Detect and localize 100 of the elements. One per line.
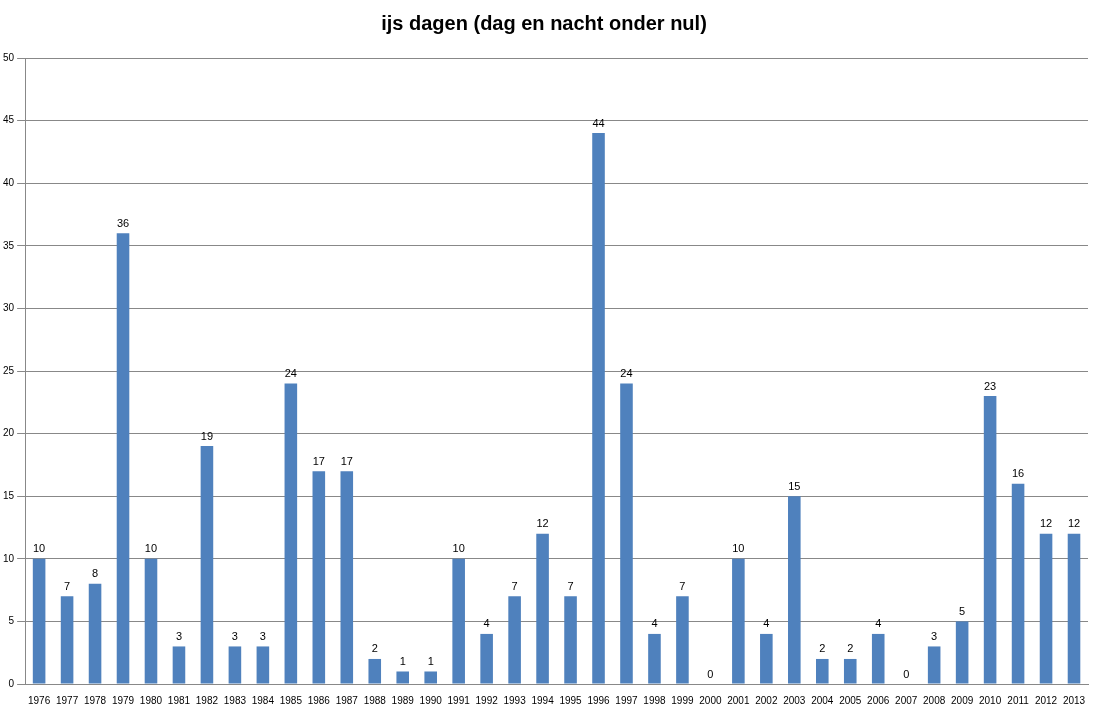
- chart-title: ijs dagen (dag en nacht onder nul): [381, 11, 707, 34]
- x-tick-label: 1991: [447, 694, 471, 706]
- bar: [760, 633, 773, 684]
- bar: [648, 633, 661, 684]
- x-tick-label: 1987: [335, 694, 359, 706]
- data-label: 5: [959, 604, 966, 617]
- x-tick-label: 1984: [251, 694, 275, 706]
- x-tick-label: 1997: [615, 694, 639, 706]
- bar: [228, 646, 242, 684]
- bar: [1011, 483, 1025, 684]
- bar: [480, 633, 493, 684]
- bar: [676, 596, 689, 684]
- data-label: 17: [312, 454, 325, 467]
- x-tick-label: 1993: [503, 694, 527, 706]
- bar: [144, 558, 158, 684]
- x-tick-label: 1980: [139, 694, 163, 706]
- data-label: 19: [200, 429, 214, 442]
- data-label: 24: [620, 367, 633, 380]
- data-label: 1: [427, 655, 434, 668]
- x-tick-label: 1992: [475, 694, 499, 706]
- data-label: 0: [707, 667, 714, 680]
- bar: [564, 596, 577, 684]
- data-label: 4: [763, 617, 770, 630]
- bar: [452, 558, 465, 684]
- data-label: 4: [875, 617, 882, 630]
- data-label: 7: [567, 579, 574, 592]
- x-tick-label: 2003: [783, 694, 806, 706]
- data-label: 7: [679, 579, 686, 592]
- data-label: 4: [483, 617, 490, 630]
- data-label: 17: [340, 454, 353, 467]
- x-tick-label: 2009: [951, 694, 974, 706]
- bar: [200, 446, 214, 684]
- data-label: 2: [819, 642, 826, 655]
- data-label: 2: [371, 642, 378, 655]
- data-label: 23: [983, 379, 997, 392]
- bar: [172, 646, 186, 684]
- x-tick-label: 1982: [195, 694, 219, 706]
- y-tick-label: 15: [3, 489, 15, 501]
- bar: [815, 658, 829, 684]
- x-tick-label: 1989: [391, 694, 415, 706]
- data-label: 3: [231, 629, 238, 642]
- x-tick-label: 2000: [699, 694, 722, 706]
- x-tick-label: 2010: [978, 694, 1002, 706]
- x-tick-label: 2006: [867, 694, 890, 706]
- x-tick-label: 1978: [83, 694, 107, 706]
- y-tick-label: 20: [3, 427, 15, 439]
- data-label: 3: [175, 629, 183, 642]
- bar: [312, 471, 326, 684]
- y-tick-label: 50: [3, 51, 15, 63]
- bar: [508, 596, 521, 684]
- data-label: 24: [284, 367, 297, 380]
- x-tick-label: 1988: [363, 694, 387, 706]
- bar: [32, 558, 46, 684]
- bar: [1067, 533, 1081, 684]
- bar: [620, 383, 633, 684]
- data-label: 12: [1067, 517, 1081, 530]
- bar: [116, 233, 130, 684]
- data-label: 3: [259, 629, 266, 642]
- bar: [88, 583, 102, 684]
- x-tick-label: 1998: [643, 694, 667, 706]
- x-tick-label: 2001: [727, 694, 750, 706]
- bar: [256, 646, 270, 684]
- data-label: 16: [1011, 467, 1025, 480]
- data-label: 12: [536, 517, 549, 530]
- data-label: 2: [847, 642, 854, 655]
- x-tick-label: 1990: [419, 694, 443, 706]
- data-label: 12: [1039, 517, 1053, 530]
- data-label: 8: [91, 567, 99, 580]
- x-tick-label: 1995: [559, 694, 583, 706]
- y-tick-label: 45: [3, 114, 15, 126]
- bar: [60, 596, 74, 684]
- x-tick-label: 2002: [755, 694, 778, 706]
- x-tick-label: 1994: [531, 694, 555, 706]
- data-label: 10: [144, 542, 158, 555]
- x-tick-label: 2011: [1007, 694, 1030, 706]
- data-label: 7: [64, 579, 71, 592]
- x-tick-label: 1996: [587, 694, 611, 706]
- bar: [592, 133, 605, 684]
- x-tick-label: 2013: [1062, 694, 1086, 706]
- data-label: 36: [116, 216, 130, 229]
- bar: [1039, 533, 1053, 684]
- x-tick-label: 1985: [279, 694, 303, 706]
- y-tick-label: 5: [8, 615, 15, 627]
- x-tick-label: 2008: [923, 694, 946, 706]
- bar: [927, 646, 941, 684]
- bar: [732, 558, 745, 684]
- data-label: 4: [651, 617, 658, 630]
- bar: [871, 633, 885, 684]
- bar: [983, 396, 997, 684]
- bar: [536, 533, 549, 684]
- x-tick-label: 1986: [307, 694, 331, 706]
- bar: [340, 471, 354, 684]
- x-tick-label: 2004: [811, 694, 834, 706]
- bar: [843, 658, 857, 684]
- bar: [955, 621, 969, 684]
- data-label: 10: [452, 542, 465, 555]
- data-label: 10: [32, 542, 46, 555]
- x-tick-label: 2012: [1034, 694, 1058, 706]
- x-tick-label: 1979: [111, 694, 135, 706]
- data-label: 10: [732, 542, 745, 555]
